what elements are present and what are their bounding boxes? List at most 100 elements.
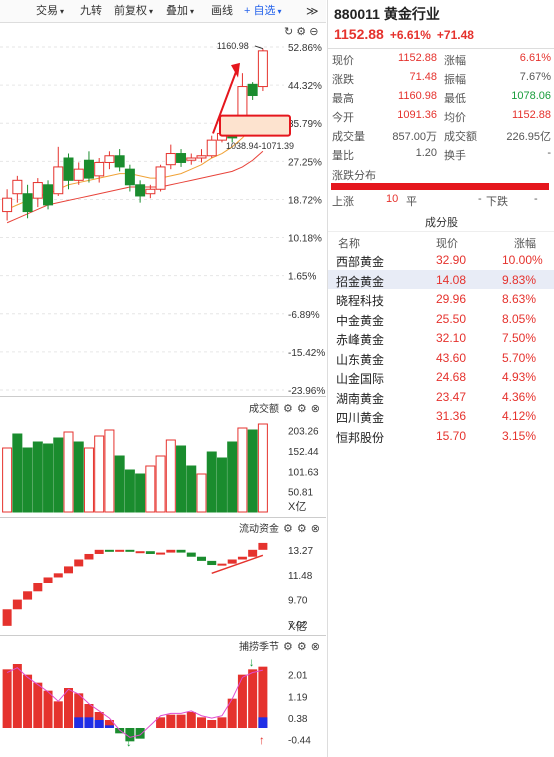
quote-value: 857.00万 — [392, 131, 437, 143]
low-price-label: 1038.94-1071.39 — [226, 141, 294, 151]
quote-label: 成交额 — [444, 131, 477, 143]
candle — [53, 166, 64, 195]
volume-bar — [22, 447, 33, 513]
quote-value: 1078.06 — [511, 90, 551, 102]
quote-value: 6.61% — [519, 52, 551, 64]
draw-line-button[interactable]: 画线 — [211, 5, 233, 17]
quote-value: 1160.98 — [398, 90, 437, 102]
constituent-row[interactable]: 恒邦股份 15.70 3.15% — [328, 426, 554, 445]
stock-price: 31.36 — [436, 409, 467, 423]
candle — [43, 184, 54, 206]
capture-bar — [84, 704, 94, 728]
divider — [0, 517, 326, 518]
stock-change: 8.05% — [502, 311, 537, 326]
constituent-row[interactable]: 赤峰黄金 32.10 7.50% — [328, 328, 554, 347]
flow-bar — [64, 566, 73, 574]
trade-menu[interactable]: 交易 ▾ — [36, 5, 65, 17]
volume-bar — [176, 445, 187, 513]
divider — [0, 396, 326, 397]
y-tick-label: 52.86% — [288, 43, 322, 54]
volume-bar — [53, 437, 64, 513]
quote-row: 今开 1091.36 均价 1152.88 — [328, 106, 554, 125]
stock-name: 四川黄金 — [336, 411, 385, 425]
quote-label: 最低 — [444, 93, 466, 105]
flow-bar — [207, 560, 217, 566]
nine-turn-button[interactable]: 九转 — [80, 5, 102, 17]
volume-bar — [145, 465, 156, 513]
capture-chart[interactable]: 2.01 1.19 0.38 -0.44 ↓ ↑ ↓ — [0, 652, 326, 755]
stock-price: 32.90 — [436, 253, 467, 267]
stock-title: 880011 黄金行业 — [334, 6, 440, 22]
add-watchlist-button[interactable]: + 自选 ▾ — [244, 5, 282, 17]
flow-trend-line — [211, 554, 264, 575]
y-tick-label: 27.25% — [288, 157, 322, 168]
stock-price: 29.96 — [436, 292, 467, 306]
flow-bar — [258, 542, 268, 550]
quote-panel: 880011 黄金行业 1152.88 +6.61% +71.48 现价 1152.8… — [327, 0, 554, 757]
stock-name: 赤峰黄金 — [336, 333, 385, 347]
capture-blue-bar — [94, 720, 104, 728]
quote-value: - — [547, 147, 551, 159]
stock-change: 9.83% — [502, 272, 537, 287]
y-tick-label: 1.65% — [288, 272, 316, 283]
gear-icon[interactable]: ⚙ — [283, 403, 293, 415]
capture-bar — [23, 674, 33, 728]
candle — [135, 184, 146, 197]
distribution-row: 上涨 10 平 - 下跌 - — [332, 193, 538, 208]
capture-bar — [43, 690, 53, 728]
capture-bar — [166, 714, 176, 728]
settings-icon[interactable]: ⚙ — [296, 641, 307, 653]
close-icon[interactable]: ⊗ — [310, 641, 320, 653]
stock-change: 7.50% — [502, 331, 537, 345]
overlay-menu[interactable]: 叠加 ▾ — [166, 5, 195, 17]
capture-bar — [237, 674, 247, 728]
quote-label: 最高 — [332, 93, 354, 105]
kline-chart[interactable]: 52.86% 44.32% 35.79% 27.25% 18.72% 10.18% 1.65… — [0, 23, 326, 395]
y-tick-label: 1.19 — [288, 692, 308, 703]
constituent-row[interactable]: 西部黄金 32.90 10.00% — [328, 250, 554, 269]
settings-icon[interactable]: ⚙ — [296, 403, 307, 415]
constituents-title: 成分股 — [425, 217, 458, 229]
constituent-row[interactable]: 山东黄金 43.60 5.70% — [328, 348, 554, 367]
constituent-row[interactable]: 山金国际 24.68 4.93% — [328, 367, 554, 386]
gear-icon[interactable]: ⚙ — [283, 641, 293, 653]
volume-bar — [73, 441, 84, 513]
quote-row: 成交量 857.00万 成交额 226.95亿 — [328, 125, 554, 144]
capture-bar — [156, 717, 166, 728]
stock-name: 晓程科技 — [336, 294, 385, 308]
constituent-row[interactable]: 湖南黄金 23.47 4.36% — [328, 387, 554, 406]
capture-bar — [176, 714, 186, 728]
stock-name: 湖南黄金 — [336, 391, 385, 406]
capture-bar — [258, 666, 268, 728]
y-tick-label: 18.72% — [288, 195, 322, 206]
constituent-row[interactable]: 四川黄金 31.36 4.12% — [328, 406, 554, 425]
volume-bar — [227, 441, 238, 513]
close-icon[interactable]: ⊗ — [310, 523, 320, 535]
expand-icon[interactable]: ≫ — [306, 4, 319, 18]
settings-icon[interactable]: ⚙ — [296, 523, 307, 535]
capture-bar — [74, 693, 84, 728]
constituent-row[interactable]: 招金黄金 14.08 9.83% — [328, 269, 554, 289]
refresh-icon: ↻ ⚙ ⊖ — [284, 26, 318, 38]
constituent-row[interactable]: 晓程科技 29.96 8.63% — [328, 289, 554, 308]
volume-bar — [63, 431, 74, 513]
gear-icon[interactable]: ⚙ — [283, 523, 293, 535]
flow-bar — [12, 599, 22, 610]
volume-bar — [43, 443, 54, 513]
stock-change: 8.63% — [502, 292, 537, 306]
capture-bar — [248, 669, 258, 728]
volume-bar — [2, 447, 13, 513]
constituent-row[interactable]: 中金黄金 25.50 8.05% — [328, 309, 554, 328]
close-icon[interactable]: ⊗ — [310, 403, 320, 415]
quote-label: 成交量 — [332, 131, 365, 143]
quote-value: 1152.88 — [512, 109, 551, 121]
stock-change: 4.12% — [502, 409, 537, 423]
price-line: 1152.88 +6.61% +71.48 — [334, 26, 474, 42]
adjust-menu[interactable]: 前复权 ▾ — [114, 5, 154, 17]
stock-name: 山金国际 — [336, 372, 385, 386]
volume-bar — [186, 465, 197, 513]
y-tick-label: 11.48 — [288, 571, 313, 582]
y-tick-label: 50.81 — [288, 488, 313, 499]
